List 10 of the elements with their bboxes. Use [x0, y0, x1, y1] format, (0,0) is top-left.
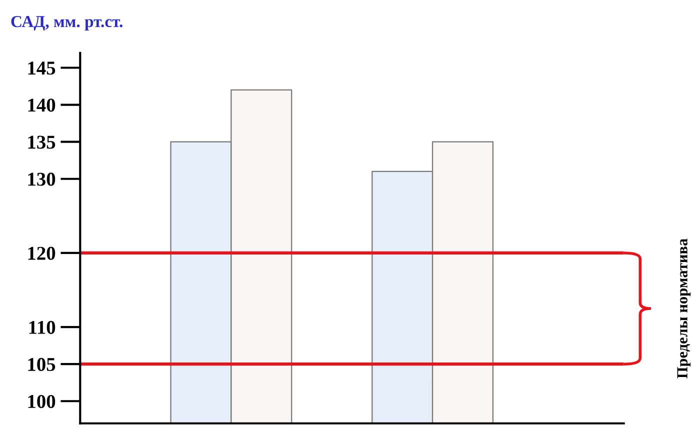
- y-tick-label: 120: [28, 246, 56, 260]
- chart-title: САД, мм. рт.ст.: [11, 16, 122, 31]
- y-tick-label: 140: [28, 98, 56, 112]
- y-tick-label: 105: [28, 358, 56, 372]
- y-tick-label: 130: [28, 172, 56, 186]
- y-tick-label: 100: [28, 394, 56, 408]
- y-tick-label: 110: [29, 320, 56, 334]
- text: Пределы норматива: [677, 238, 691, 378]
- y-tick-label: 135: [28, 136, 56, 149]
- y-tick-label: 145: [28, 62, 56, 75]
